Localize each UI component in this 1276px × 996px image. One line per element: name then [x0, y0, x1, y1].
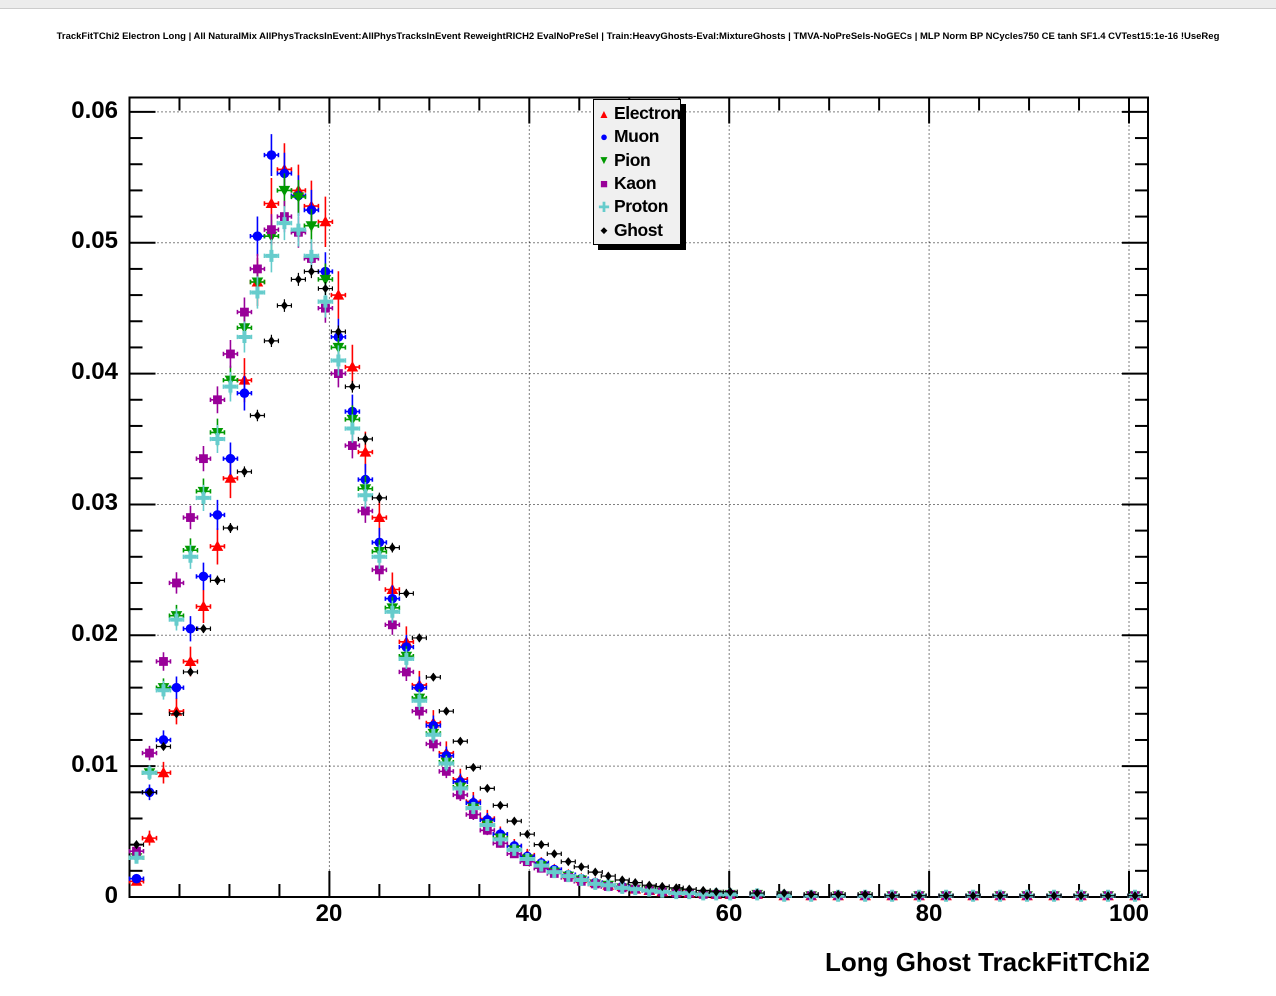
x-tick-label-20: 20 — [315, 900, 343, 927]
series-pion — [128, 173, 1143, 902]
legend-label-proton: Proton — [614, 196, 668, 217]
legend-label-pion: Pion — [614, 149, 651, 170]
legend-item-muon: ● Muon — [597, 126, 680, 148]
legend-item-proton: ✚ Proton — [597, 196, 680, 218]
y-tick-label-001: 0.01 — [71, 751, 118, 778]
x-tick-label-80: 80 — [915, 900, 943, 927]
y-tick-label-002: 0.02 — [71, 620, 118, 647]
legend-item-ghost: ◆ Ghost — [597, 219, 680, 241]
x-tick-label-100: 100 — [1108, 900, 1150, 927]
legend-label-electron: Electron — [614, 103, 681, 124]
series-muon — [128, 134, 1143, 901]
series-proton — [128, 206, 1143, 902]
series-electron — [128, 143, 1143, 901]
y-tick-label-004: 0.04 — [71, 358, 118, 385]
y-tick-label-0: 0 — [104, 882, 118, 909]
y-tick-label-005: 0.05 — [71, 227, 118, 254]
ghost-marker-icon: ◆ — [600, 224, 608, 235]
x-tick-label-40: 40 — [515, 900, 543, 927]
legend-label-ghost: Ghost — [614, 219, 663, 240]
window-top-strip — [0, 0, 1276, 9]
y-tick-label-006: 0.06 — [71, 97, 118, 124]
legend-item-kaon: ■ Kaon — [597, 173, 680, 195]
gridlines — [129, 97, 1148, 897]
kaon-marker-icon: ■ — [600, 176, 608, 192]
muon-marker-icon: ● — [600, 129, 608, 145]
y-tick-label-003: 0.03 — [71, 489, 118, 516]
axis-ticks — [129, 97, 1148, 897]
legend-item-electron: ▲ Electron — [597, 103, 681, 125]
x-axis-title: Long Ghost TrackFitTChi2 — [824, 947, 1150, 977]
legend-label-kaon: Kaon — [614, 173, 657, 194]
plot-title: TrackFitTChi2 Electron Long | All Natura… — [56, 31, 1220, 42]
legend: ▲ Electron ● Muon ▼ Pion ■ Kaon ✚ Proton… — [593, 99, 681, 245]
pion-marker-icon: ▼ — [598, 153, 610, 168]
legend-item-pion: ▼ Pion — [597, 149, 680, 171]
proton-marker-icon: ✚ — [598, 198, 610, 215]
x-tick-label-60: 60 — [715, 900, 743, 927]
electron-marker-icon: ▲ — [598, 106, 610, 121]
series-ghost — [128, 264, 1143, 901]
axis-frame — [128, 96, 1149, 898]
legend-label-muon: Muon — [614, 126, 660, 147]
